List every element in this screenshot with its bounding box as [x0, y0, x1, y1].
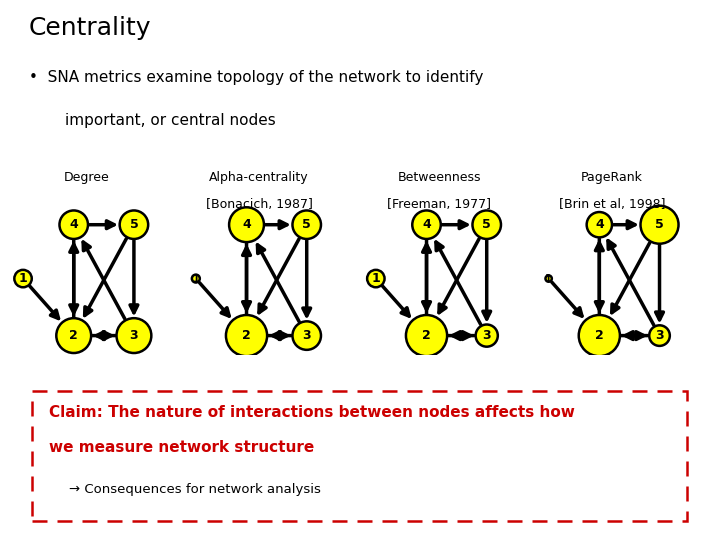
Text: 2: 2 — [242, 329, 251, 342]
Text: 5: 5 — [655, 218, 664, 231]
Text: [Freeman, 1977]: [Freeman, 1977] — [387, 198, 491, 211]
Circle shape — [649, 325, 670, 346]
Circle shape — [229, 207, 264, 242]
Text: 3: 3 — [302, 329, 311, 342]
Circle shape — [476, 325, 498, 347]
Circle shape — [60, 211, 88, 239]
Text: → Consequences for network analysis: → Consequences for network analysis — [68, 483, 320, 496]
Text: 4: 4 — [69, 218, 78, 231]
Text: 3: 3 — [482, 329, 491, 342]
Text: Centrality: Centrality — [29, 16, 151, 40]
Circle shape — [587, 212, 612, 238]
Text: 2: 2 — [422, 329, 431, 342]
Circle shape — [579, 315, 620, 356]
Text: Claim: The nature of interactions between nodes affects how: Claim: The nature of interactions betwee… — [49, 405, 575, 420]
Circle shape — [367, 270, 384, 287]
Text: 5: 5 — [130, 218, 138, 231]
Text: 5: 5 — [482, 218, 491, 231]
Text: 1: 1 — [19, 272, 27, 285]
Text: 1: 1 — [372, 272, 380, 285]
Circle shape — [406, 315, 447, 356]
Text: 4: 4 — [595, 218, 603, 231]
Text: 2: 2 — [69, 329, 78, 342]
Text: PageRank: PageRank — [581, 171, 643, 184]
Circle shape — [226, 315, 267, 356]
Text: •  SNA metrics examine topology of the network to identify: • SNA metrics examine topology of the ne… — [29, 70, 483, 85]
Circle shape — [641, 206, 678, 244]
Text: Betweenness: Betweenness — [397, 171, 481, 184]
Circle shape — [546, 275, 552, 282]
Text: Degree: Degree — [63, 171, 109, 184]
Circle shape — [472, 211, 501, 239]
Text: 3: 3 — [655, 329, 664, 342]
Text: 4: 4 — [242, 218, 251, 231]
Text: Alpha-centrality: Alpha-centrality — [210, 171, 309, 184]
Circle shape — [56, 318, 91, 353]
Circle shape — [292, 321, 321, 350]
Circle shape — [120, 211, 148, 239]
Text: 2: 2 — [595, 329, 603, 342]
Circle shape — [117, 318, 151, 353]
Circle shape — [292, 211, 321, 239]
Text: [Brin et al, 1998]: [Brin et al, 1998] — [559, 198, 665, 211]
Text: 4: 4 — [422, 218, 431, 231]
Text: [Bonacich, 1987]: [Bonacich, 1987] — [206, 198, 312, 211]
Text: 3: 3 — [130, 329, 138, 342]
Text: 5: 5 — [302, 218, 311, 231]
Circle shape — [413, 211, 441, 239]
Text: we measure network structure: we measure network structure — [49, 440, 314, 455]
Circle shape — [14, 270, 32, 287]
FancyBboxPatch shape — [32, 392, 687, 521]
Circle shape — [192, 275, 200, 282]
Text: important, or central nodes: important, or central nodes — [65, 113, 276, 129]
Text: 1: 1 — [545, 274, 552, 284]
Text: 1: 1 — [192, 274, 199, 284]
